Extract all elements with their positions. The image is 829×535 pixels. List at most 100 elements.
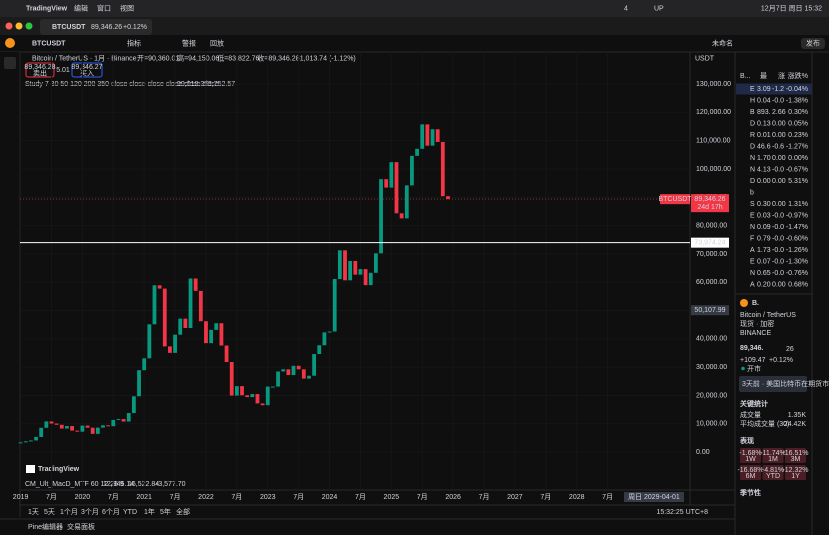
candle — [379, 179, 383, 254]
range-button[interactable]: 3个月 — [81, 508, 99, 516]
candle — [75, 430, 80, 432]
candle — [317, 345, 322, 355]
watch-change-pct: 1.31% — [788, 201, 808, 208]
sell-button[interactable] — [25, 62, 55, 78]
crosshair-date: 周日 2029-04-01 — [628, 493, 680, 501]
y-tick-label: 10,000.00 — [696, 421, 727, 428]
watch-symbol[interactable]: D — [750, 178, 755, 185]
candle — [23, 441, 28, 443]
watch-change-pct: -0.76% — [786, 270, 808, 277]
watch-symbol[interactable]: E — [750, 86, 755, 93]
range-button[interactable]: YTD — [123, 509, 137, 516]
candle — [363, 269, 368, 286]
watch-symbol[interactable]: H — [750, 97, 755, 104]
y-tick-label: 70,000.00 — [696, 251, 727, 258]
spread: 5.01 — [56, 67, 70, 74]
menu[interactable]: 编辑 — [74, 3, 88, 12]
watch-change: 0.00 — [772, 281, 786, 288]
range-button[interactable]: 1个月 — [60, 508, 78, 516]
panel-tab[interactable]: Pine编辑器 — [28, 522, 63, 531]
x-tick-label: 7月 — [355, 493, 366, 501]
tab-symbol[interactable]: BTCUSDT — [52, 24, 86, 31]
range-button[interactable]: 5天 — [44, 508, 55, 516]
toolbar-button[interactable]: 回放 — [210, 38, 224, 47]
range-button[interactable]: 5年 — [160, 507, 171, 516]
perf-period: 1M — [768, 456, 778, 463]
toolbar-button[interactable]: 指标 — [127, 38, 141, 47]
x-tick-label: 7月 — [108, 493, 119, 501]
avatar[interactable] — [5, 38, 15, 48]
watch-last: 0.30 — [757, 201, 771, 208]
watchlist-header: B... — [740, 73, 751, 80]
y-tick-label: 80,000.00 — [696, 222, 727, 229]
candle — [286, 369, 291, 376]
toolbar-button[interactable]: 警报 — [182, 38, 196, 47]
watch-symbol[interactable]: E — [750, 258, 755, 265]
sell-label: 卖出 — [33, 68, 47, 77]
candle — [162, 288, 167, 347]
hline-label: 73,974.24 — [694, 240, 725, 247]
watch-symbol[interactable]: D — [750, 120, 755, 127]
candle — [234, 386, 239, 396]
watch-symbol[interactable]: N — [750, 224, 755, 231]
x-tick-label: 7月 — [602, 493, 613, 501]
candle — [209, 329, 214, 344]
candle — [224, 345, 229, 363]
watch-symbol[interactable]: R — [750, 132, 755, 139]
x-tick-label: 2024 — [322, 494, 338, 501]
watch-last: 0.65 — [757, 270, 771, 277]
perf-period: YTD — [766, 473, 780, 480]
candle — [142, 358, 147, 371]
news-box[interactable] — [739, 376, 807, 392]
watch-symbol[interactable]: D — [750, 143, 755, 150]
close-button[interactable] — [5, 22, 13, 30]
candle — [404, 185, 409, 219]
watch-last: 0.07 — [757, 258, 771, 265]
range-button[interactable]: 1年 — [144, 507, 155, 516]
watch-change: -0.0 — [772, 166, 784, 173]
perf-value: -4.81% — [762, 467, 784, 474]
candle — [198, 290, 203, 322]
layout-name[interactable]: 未命名 — [712, 38, 733, 47]
watch-change: 0.00 — [772, 120, 786, 127]
zoom-button[interactable] — [25, 22, 33, 30]
watch-symbol[interactable]: b — [750, 189, 754, 196]
watch-symbol[interactable]: S — [750, 201, 755, 208]
y-tick-label: 0.00 — [696, 449, 710, 456]
watch-symbol[interactable]: A — [750, 281, 755, 288]
watch-change: 0.00 — [772, 201, 786, 208]
cursor-tool[interactable] — [4, 57, 16, 69]
range-button[interactable]: 1天 — [28, 508, 39, 516]
perf-tile — [740, 448, 761, 463]
menu[interactable]: 窗口 — [97, 3, 111, 12]
watch-symbol[interactable]: F — [750, 235, 754, 242]
watch-symbol[interactable]: N — [750, 270, 755, 277]
details-price-tail: 26 — [786, 346, 794, 353]
range-button[interactable]: 6个月 — [102, 508, 120, 516]
minimize-button[interactable] — [15, 22, 23, 30]
menu[interactable]: 视图 — [120, 3, 134, 12]
candle — [157, 285, 162, 289]
candle — [214, 323, 219, 330]
range-button[interactable]: 全部 — [176, 507, 190, 516]
perf-period: 3M — [791, 456, 801, 463]
watchlist-row-highlight — [736, 83, 812, 95]
watch-symbol[interactable]: E — [750, 212, 755, 219]
candle — [106, 425, 111, 427]
panel-tab[interactable]: 交易面板 — [67, 522, 95, 531]
candle — [348, 261, 353, 281]
tab-change: +0.12% — [123, 24, 147, 31]
watch-symbol[interactable]: A — [750, 247, 755, 254]
publish-button[interactable] — [801, 38, 825, 49]
ohlc-value: 低=83,822.76 — [217, 53, 259, 62]
candle — [54, 423, 59, 425]
watch-symbol[interactable]: N — [750, 166, 755, 173]
x-tick-label: 2026 — [445, 494, 461, 501]
watch-symbol[interactable]: N — [750, 155, 755, 162]
watch-last: 3.09 — [757, 86, 771, 93]
buy-button[interactable] — [71, 62, 103, 78]
symbol-search[interactable]: BTCUSDT — [32, 40, 66, 47]
tab[interactable] — [40, 19, 152, 35]
watch-symbol[interactable]: B — [750, 109, 755, 116]
details-tags: 现货 · 加密 — [740, 319, 774, 328]
